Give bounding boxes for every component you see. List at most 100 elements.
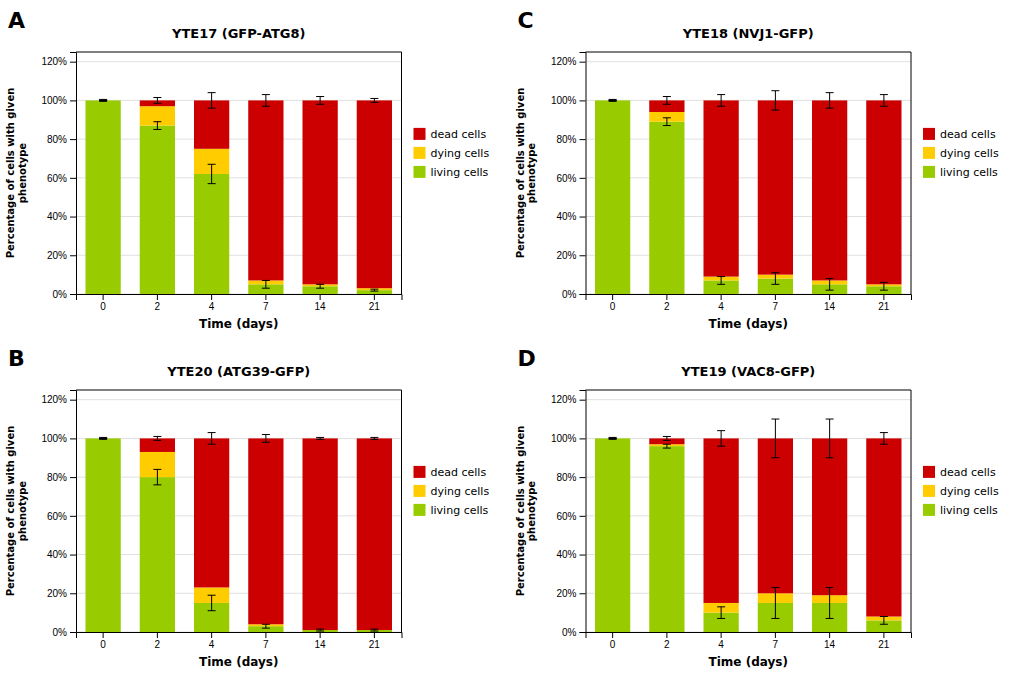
error-bars (609, 100, 888, 290)
y-tick-label: 20% (47, 250, 67, 261)
bar-segment (812, 100, 847, 280)
x-tick-label: 7 (773, 301, 779, 312)
x-tick-label: 7 (263, 301, 269, 312)
frame-right (401, 390, 402, 632)
x-tick: 4 (209, 294, 215, 312)
x-tick-label: 14 (315, 301, 327, 312)
x-tick-mark (211, 294, 212, 300)
legend-item: dead cells (923, 466, 996, 479)
y-axis-title: Percentage of cells with givenphenotype (5, 88, 28, 259)
bar-series (140, 100, 392, 288)
x-tick-label: 21 (878, 639, 890, 650)
y-tick-mark (580, 438, 586, 439)
bar-segment (649, 446, 684, 632)
panel: 024714210%20%40%60%80%100%120%Time (days… (5, 8, 489, 331)
bar-segment (703, 100, 738, 276)
frame-top (76, 390, 402, 391)
title: YTE19 (VAC8-GFP) (680, 364, 815, 379)
y-axis-title-line: Percentage of cells with given (515, 88, 526, 259)
marks (85, 433, 392, 632)
y-tick: 60% (47, 173, 76, 184)
y-axis-title-line: phenotype (526, 481, 537, 542)
y-axis-title: Percentage of cells with givenphenotype (5, 426, 28, 597)
x-tick-label: 4 (209, 639, 215, 650)
x-tick-label: 0 (610, 639, 616, 650)
x-tick-mark (666, 632, 667, 638)
panel: 024714210%20%40%60%80%100%120%Time (days… (515, 8, 999, 331)
y-tick-mark (580, 593, 586, 594)
y-tick: 20% (556, 250, 585, 261)
x-tick: 7 (773, 632, 779, 650)
error-bar (370, 437, 378, 439)
legend-item: dying cells (923, 147, 999, 160)
x-tick: 21 (878, 632, 890, 650)
x-tick-mark (374, 294, 375, 300)
error-bar (153, 97, 161, 103)
bar-segment (85, 438, 120, 632)
bar-series (85, 438, 392, 632)
legend-label: living cells (940, 166, 998, 179)
y-tick-label: 80% (47, 472, 67, 483)
y-tick-mark (70, 62, 76, 63)
x-tick-label: 2 (155, 639, 161, 650)
panel: 024714210%20%40%60%80%100%120%Time (days… (5, 346, 489, 669)
x-tick-mark (775, 632, 776, 638)
error-bar (609, 438, 617, 439)
error-bar (609, 100, 617, 101)
y-tick-mark (70, 100, 76, 101)
bar-segment (595, 438, 630, 439)
y-tick: 20% (556, 588, 585, 599)
legend-swatch (923, 147, 935, 159)
y-tick: 80% (47, 134, 76, 145)
x-tick-mark (103, 632, 104, 638)
legend-item: living cells (414, 166, 489, 179)
legend-label: dead cells (940, 128, 996, 141)
legend-label: dying cells (940, 147, 999, 160)
x-tick: 14 (824, 632, 836, 650)
y-tick-label: 0% (53, 289, 68, 300)
x-tick-mark (721, 294, 722, 300)
error-bar (717, 607, 725, 619)
y-tick: 120% (41, 56, 76, 67)
bar-segment (595, 438, 630, 632)
y-axis-title: Percentage of cells with givenphenotype (515, 88, 538, 259)
y-axis: 0%20%40%60%80%100%120% (41, 391, 76, 638)
frame-right (401, 52, 402, 294)
x-axis-title: Time (days) (199, 317, 278, 331)
x-tick-label: 14 (315, 639, 327, 650)
bar-segment (595, 438, 630, 439)
error-bar (663, 444, 671, 448)
x-tick-label: 7 (773, 639, 779, 650)
legend-label: dead cells (431, 128, 487, 141)
y-tick: 80% (556, 472, 585, 483)
error-bars (99, 100, 378, 291)
bar-segment (140, 126, 175, 294)
x-tick-label: 0 (100, 639, 106, 650)
y-tick-label: 80% (556, 134, 576, 145)
y-tick: 60% (556, 173, 585, 184)
x-tick-label: 7 (263, 639, 269, 650)
x-tick-mark (612, 632, 613, 638)
error-bar (370, 629, 378, 631)
x-tick-label: 0 (610, 301, 616, 312)
error-bar (208, 164, 216, 183)
y-tick: 100% (41, 433, 76, 444)
x-axis-line (77, 633, 403, 639)
y-tick-mark (580, 100, 586, 101)
bar-segment (758, 438, 793, 593)
x-axis: 02471421 (586, 294, 912, 312)
y-tick-mark (70, 632, 76, 633)
legend-swatch (923, 128, 935, 140)
grid (586, 400, 912, 632)
error-bars (609, 91, 888, 110)
x-tick-label: 14 (824, 301, 836, 312)
y-axis: 0%20%40%60%80%100%120% (41, 53, 76, 300)
panel: 024714210%20%40%60%80%100%120%Time (days… (515, 346, 999, 669)
grid-line (76, 438, 402, 439)
y-axis-title-line: Percentage of cells with given (515, 426, 526, 597)
error-bar (717, 431, 725, 446)
x-tick-mark (883, 294, 884, 300)
y-tick: 40% (556, 549, 585, 560)
y-axis-title-line: Percentage of cells with given (5, 88, 16, 259)
y-tick-label: 80% (556, 472, 576, 483)
